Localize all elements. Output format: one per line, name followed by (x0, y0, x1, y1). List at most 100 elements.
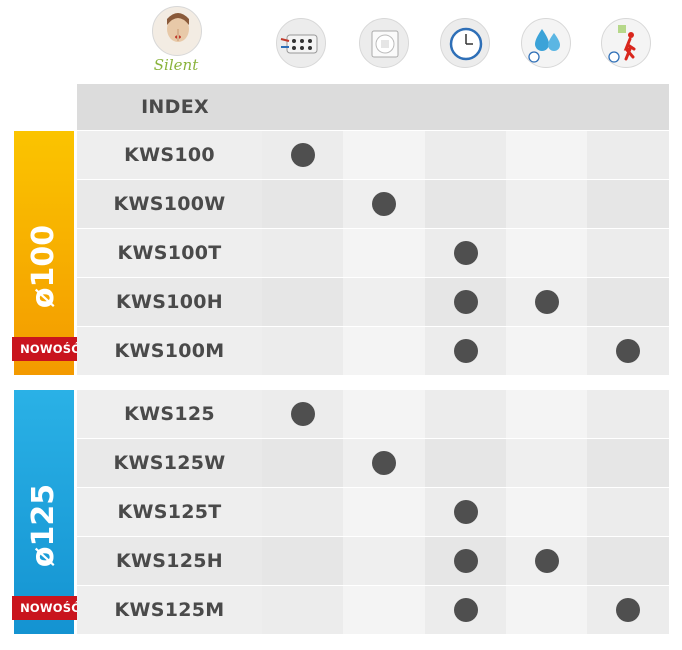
feature-cell (587, 278, 669, 326)
new-badge: NOWOŚĆ (12, 337, 88, 361)
feature-cell (425, 586, 506, 634)
feature-cell (343, 537, 425, 585)
feature-cell (506, 537, 587, 585)
feature-dot (453, 598, 478, 622)
feature-cell (262, 180, 343, 228)
model-name: KWS125W (113, 452, 226, 474)
humidity-drops-icon (521, 18, 571, 68)
feature-cell (343, 229, 425, 277)
feature-cell (506, 278, 587, 326)
feature-cell (262, 488, 343, 536)
model-name: KWS100W (113, 193, 226, 215)
timer-clock-icon (440, 18, 490, 68)
feature-dot (616, 339, 640, 363)
feature-cell (425, 278, 506, 326)
feature-cell (587, 439, 669, 487)
feature-dot (453, 500, 478, 524)
feature-dot (290, 143, 315, 167)
feature-cell (506, 586, 587, 634)
table-row: KWS100H (77, 278, 669, 326)
feature-dot (534, 549, 559, 573)
feature-cell (343, 131, 425, 179)
table-row: KWS125H (77, 537, 669, 585)
diameter-bar (14, 131, 74, 375)
diameter-bar (14, 390, 74, 634)
feature-dot (453, 339, 478, 363)
feature-cell (425, 537, 506, 585)
fan-shutter-icon (359, 18, 409, 68)
model-name: KWS100T (117, 242, 222, 264)
feature-cell (587, 327, 669, 375)
model-name: KWS125H (115, 550, 224, 572)
feature-cell (343, 278, 425, 326)
model-cell (77, 488, 262, 536)
model-cell (77, 439, 262, 487)
diameter-label: ø125 (14, 450, 74, 600)
model-cell (77, 586, 262, 634)
feature-cell (587, 537, 669, 585)
model-cell (77, 390, 262, 438)
feature-cell (343, 390, 425, 438)
feature-dot (372, 451, 396, 475)
table-row: KWS100T (77, 229, 669, 277)
feature-cell (587, 180, 669, 228)
feature-cell (343, 327, 425, 375)
feature-cell (425, 180, 506, 228)
feature-cell (587, 131, 669, 179)
feature-cell (262, 586, 343, 634)
feature-cell (343, 439, 425, 487)
model-cell (77, 537, 262, 585)
feature-dot (290, 402, 315, 426)
feature-cell (587, 229, 669, 277)
index-header-bar (77, 84, 669, 130)
feature-cell (262, 327, 343, 375)
model-name: KWS100 (124, 144, 215, 166)
table-row: KWS125W (77, 439, 669, 487)
feature-cell (425, 488, 506, 536)
feature-cell (506, 390, 587, 438)
feature-cell (506, 229, 587, 277)
model-cell (77, 278, 262, 326)
feature-cell (506, 180, 587, 228)
model-name: KWS125 (124, 403, 215, 425)
diameter-label: ø100 (14, 191, 74, 341)
index-column-header: INDEX (141, 96, 209, 118)
motion-sensor-icon (601, 18, 651, 68)
feature-dot (453, 241, 478, 265)
feature-cell (262, 229, 343, 277)
feature-cell (343, 180, 425, 228)
feature-cell (343, 586, 425, 634)
feature-dot (453, 290, 478, 314)
table-row: KWS125 (77, 390, 669, 438)
feature-cell (587, 586, 669, 634)
model-cell (77, 327, 262, 375)
silent-face-icon (152, 6, 202, 56)
feature-cell (343, 488, 425, 536)
feature-cell (506, 488, 587, 536)
feature-cell (262, 537, 343, 585)
feature-cell (587, 390, 669, 438)
table-row: KWS125M (77, 586, 669, 634)
feature-cell (425, 327, 506, 375)
feature-dot (453, 549, 478, 573)
feature-cell (425, 229, 506, 277)
feature-cell (506, 131, 587, 179)
diameter-text: ø100 (26, 224, 62, 308)
model-cell (77, 131, 262, 179)
feature-dot (616, 598, 640, 622)
feature-cell (425, 131, 506, 179)
feature-cell (262, 390, 343, 438)
feature-cell (262, 278, 343, 326)
feature-dot (372, 192, 396, 216)
table-row: KWS100W (77, 180, 669, 228)
feature-cell (262, 131, 343, 179)
feature-cell (262, 439, 343, 487)
feature-cell (425, 439, 506, 487)
model-name: KWS100M (114, 340, 225, 362)
feature-cell (425, 390, 506, 438)
model-name: KWS125T (117, 501, 222, 523)
new-badge: NOWOŚĆ (12, 596, 88, 620)
feature-dot (534, 290, 559, 314)
feature-cell (587, 488, 669, 536)
feature-cell (506, 327, 587, 375)
